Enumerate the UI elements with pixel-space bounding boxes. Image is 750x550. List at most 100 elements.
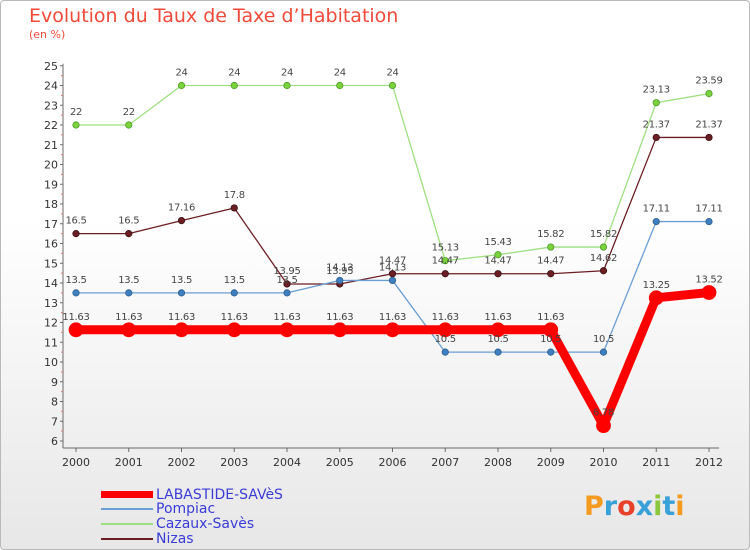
data-label: 17.11 [643,204,670,215]
data-point [543,322,559,338]
data-label: 11.63 [221,312,248,323]
data-point [547,270,555,278]
data-point [283,289,291,297]
data-point [174,322,189,338]
data-point [652,217,660,226]
data-point [441,348,449,356]
data-point [441,257,449,265]
data-label: 6.78 [593,408,614,419]
data-point [705,89,713,98]
y-tick-label: 15 [44,257,58,270]
data-label: 16.5 [118,216,139,227]
data-point [388,81,397,90]
data-label: 11.63 [273,312,300,323]
x-tick-label: 2008 [484,456,512,469]
data-label: 17.11 [695,204,722,215]
data-label: 13.5 [118,275,139,286]
y-tick-label: 11 [44,336,58,349]
x-tick-label: 2003 [220,456,248,469]
data-label: 14.13 [379,262,406,273]
data-point [332,322,348,338]
data-point [226,322,242,338]
data-label: 10.5 [540,334,561,345]
data-label: 24 [334,68,346,79]
data-point [494,251,502,259]
data-label: 15.82 [537,229,564,240]
y-tick-label: 17 [44,218,58,231]
data-label: 17.16 [168,203,195,214]
data-point [125,230,133,238]
data-point [652,99,660,107]
x-tick-label: 2010 [590,456,618,469]
data-point [72,121,80,129]
data-point [547,243,555,251]
y-tick-label: 18 [44,198,58,211]
data-point [68,322,84,338]
data-point [490,322,506,338]
data-point [279,322,295,338]
y-tick-label: 25 [44,60,58,73]
legend-label-nizas: Nizas [156,531,194,547]
data-point [177,289,186,297]
data-point [177,81,186,90]
x-tick-label: 2009 [537,456,565,469]
legend-swatch-labastide [101,491,153,498]
data-point [230,289,238,297]
data-label: 13.5 [276,275,297,286]
data-point [596,418,611,433]
legend-label-pompiac: Pompiac [156,501,216,517]
data-point [599,243,608,251]
data-label: 10.5 [593,334,614,345]
data-label: 13.5 [224,275,245,286]
y-tick-label: 16 [44,238,58,251]
data-point [599,267,608,275]
data-point [230,204,238,212]
data-label: 14.47 [432,256,459,267]
data-label: 15.13 [432,243,459,254]
data-label: 14.47 [379,256,406,267]
legend-label-labastide: LABASTIDE-SAVèS [156,487,283,503]
data-label: 22 [70,107,82,118]
y-tick-label: 19 [44,178,58,191]
data-point [648,290,664,306]
line-chart: 6 7 8 9 10 11 12 13 14 15 16 17 18 19 20 21 22 23 24 25 2000… [44,60,723,469]
y-tick-label: 14 [44,277,58,290]
y-tick-label: 13 [44,297,58,310]
data-point [547,348,555,356]
data-label: 10.5 [487,334,508,345]
data-label: 16.5 [65,216,86,227]
data-label: 15.43 [484,237,511,248]
data-label: 13.5 [171,275,192,286]
x-tick-label: 2001 [115,456,143,469]
unit-label: (en %) [29,28,66,41]
data-point [283,81,291,90]
x-tick-label: 2011 [642,456,670,469]
data-label: 17.8 [224,190,245,201]
data-label: 21.37 [695,119,722,130]
legend-swatch-cazaux [101,523,153,525]
data-point [177,216,186,225]
data-label: 11.63 [168,312,195,323]
y-tick-label: 9 [51,376,58,389]
data-label: 11.63 [62,312,89,323]
data-label: 23.59 [695,76,722,87]
data-label: 13.95 [273,266,300,277]
data-label: 23.13 [643,85,670,96]
data-label: 13.52 [695,274,722,285]
data-label: 21.37 [643,119,670,130]
data-point [72,289,80,297]
data-point [599,348,608,356]
data-point [125,121,133,129]
data-label: 11.63 [379,312,406,323]
data-point [283,280,291,288]
data-label: 24 [281,68,293,79]
data-label: 11.63 [484,312,511,323]
data-label: 22 [123,107,135,118]
data-point [336,81,344,90]
legend-swatch-pompiac [101,508,153,510]
x-tick-label: 2004 [273,456,301,469]
x-tick-label: 2002 [168,456,196,469]
data-label: 24 [386,68,398,79]
y-tick-label: 8 [51,396,58,409]
